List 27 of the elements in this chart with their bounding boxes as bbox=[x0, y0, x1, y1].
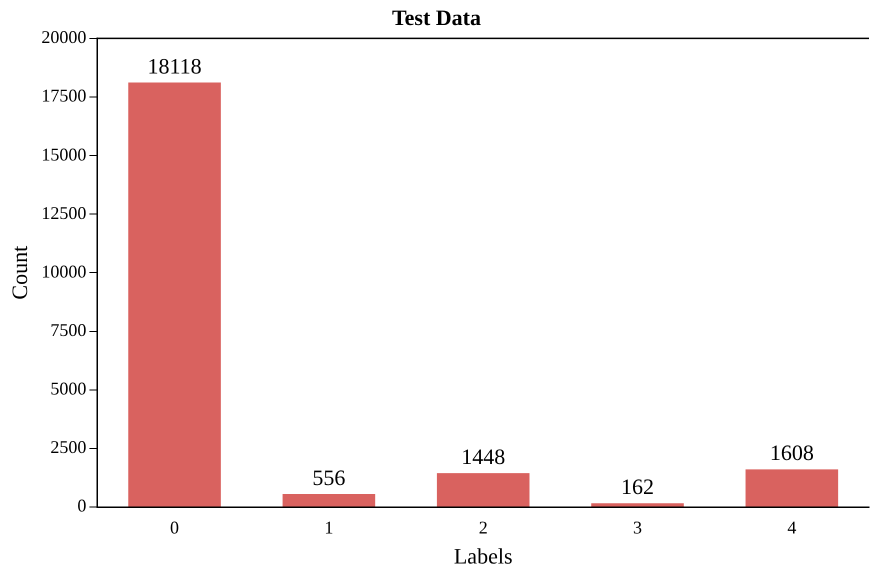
y-tick-label: 10000 bbox=[41, 261, 86, 282]
data-label: 18118 bbox=[147, 53, 202, 78]
bar bbox=[436, 473, 530, 506]
y-axis-title: Count bbox=[6, 246, 32, 300]
data-label: 162 bbox=[621, 474, 654, 499]
bar bbox=[128, 82, 221, 506]
x-tick-label: 4 bbox=[787, 518, 796, 538]
data-label: 556 bbox=[312, 464, 346, 490]
x-tick-label: 1 bbox=[324, 518, 334, 538]
chart-title: Test Data bbox=[392, 4, 482, 30]
bar bbox=[591, 503, 684, 506]
x-axis-title: Labels bbox=[454, 544, 513, 569]
data-label: 1608 bbox=[770, 440, 814, 466]
y-tick-label: 7500 bbox=[50, 320, 86, 340]
data-label: 1448 bbox=[461, 444, 506, 469]
x-tick-label: 2 bbox=[478, 518, 488, 538]
y-tick-label: 17500 bbox=[41, 86, 86, 106]
y-tick-label: 5000 bbox=[50, 378, 86, 399]
y-tick-label: 20000 bbox=[41, 27, 86, 48]
y-tick-label: 2500 bbox=[50, 437, 86, 458]
y-tick-label: 0 bbox=[77, 496, 86, 516]
y-tick-label: 12500 bbox=[41, 202, 86, 223]
x-tick-label: 3 bbox=[633, 518, 642, 538]
y-tick-label: 15000 bbox=[41, 144, 86, 164]
bar bbox=[746, 469, 838, 506]
x-tick-label: 0 bbox=[170, 518, 180, 538]
bar bbox=[282, 494, 376, 506]
